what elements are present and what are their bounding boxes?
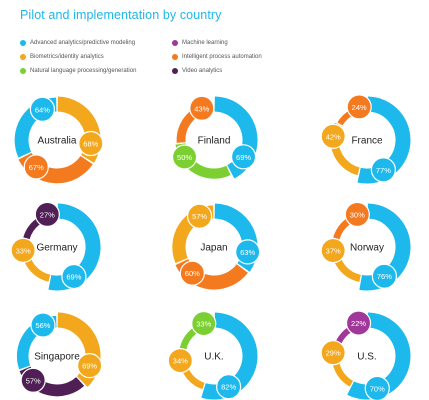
value-badge-biometrics	[186, 203, 213, 229]
value-label-advanced: 64%	[35, 105, 50, 114]
value-badge-advanced	[30, 312, 56, 338]
country-name: Finland	[198, 136, 231, 147]
value-label-biometrics: 42%	[326, 132, 341, 141]
legend-item-ml: Machine learning	[172, 40, 228, 46]
value-badge-ipa	[189, 95, 215, 121]
value-label-advanced: 76%	[377, 272, 392, 281]
value-badge-biometrics	[320, 123, 346, 149]
value-label-biometrics: 33%	[16, 246, 31, 255]
value-badge-advanced	[370, 157, 396, 183]
legend-item-ipa: Intelligent process automation	[172, 54, 262, 60]
legend-item-nlp: Natural language processing/generation	[20, 68, 136, 74]
country-name: Norway	[350, 243, 384, 254]
value-label-ipa: 60%	[185, 269, 200, 278]
country-name: Singapore	[34, 352, 80, 363]
value-label-advanced: 63%	[240, 248, 255, 257]
legend-label-nlp: Natural language processing/generation	[30, 68, 137, 74]
donut-norway: Norway 76% 37% 30%	[320, 201, 411, 291]
legend-swatch-video	[172, 68, 178, 74]
country-name: Japan	[200, 243, 227, 254]
legend-item-biometrics: Biometrics/identity analytics	[20, 54, 104, 60]
value-badge-advanced	[371, 263, 397, 289]
value-label-advanced: 70%	[370, 384, 385, 393]
legend-swatch-biometrics	[20, 54, 26, 60]
value-badge-video	[20, 367, 46, 393]
value-label-ipa: 30%	[350, 210, 365, 219]
value-badge-advanced	[364, 375, 390, 400]
value-badge-biometrics	[78, 130, 104, 157]
legend-label-ipa: Intelligent process automation	[182, 54, 262, 60]
legend-swatch-ipa	[172, 54, 178, 60]
value-label-advanced: 69%	[66, 273, 81, 282]
legend-label-video: Video analytics	[182, 68, 223, 74]
value-label-biometrics: 69%	[82, 362, 97, 371]
country-name: Germany	[36, 243, 77, 254]
donut-finland: Finland 69% 50% 43%	[171, 95, 258, 179]
value-badge-ipa	[179, 260, 205, 286]
value-badge-advanced	[29, 96, 55, 122]
donut-australia: Australia 68% 67% 64%	[14, 96, 104, 184]
value-badge-advanced	[61, 263, 87, 290]
donut-u-s: U.S. 70% 29% 22%	[320, 310, 411, 400]
chart-title: Pilot and implementation by country	[20, 8, 222, 22]
value-badge-video	[34, 201, 60, 228]
value-label-advanced: 56%	[35, 321, 50, 330]
country-name: U.S.	[357, 352, 376, 363]
value-badge-biometrics	[10, 237, 36, 263]
legend-label-biometrics: Biometrics/identity analytics	[30, 54, 104, 60]
value-badge-biometrics	[320, 340, 346, 366]
legend-item-video: Video analytics	[172, 68, 222, 74]
donut-japan: Japan 63% 60% 57%	[172, 203, 261, 290]
value-badge-biometrics	[320, 237, 346, 264]
value-badge-advanced	[216, 374, 242, 400]
value-label-ipa: 24%	[352, 103, 367, 112]
country-name: Australia	[38, 136, 77, 147]
value-label-advanced: 69%	[236, 153, 251, 162]
value-badge-ipa	[344, 201, 370, 228]
value-badge-ipa	[23, 154, 49, 180]
legend-swatch-advanced	[20, 40, 26, 46]
value-badge-ipa	[346, 94, 372, 120]
value-label-nlp: 50%	[177, 153, 192, 162]
value-label-video: 27%	[40, 210, 55, 219]
legend-swatch-ml	[172, 40, 178, 46]
value-label-nlp: 33%	[196, 320, 211, 329]
value-label-advanced: 82%	[221, 383, 236, 392]
value-label-biometrics: 57%	[192, 212, 207, 221]
value-label-biometrics: 34%	[173, 357, 188, 366]
legend-label-ml: Machine learning	[182, 40, 228, 46]
value-label-ipa: 67%	[29, 163, 44, 172]
legend-swatch-nlp	[20, 68, 26, 74]
country-name: U.K.	[204, 352, 223, 363]
donut-germany: Germany 69% 33% 27%	[10, 201, 101, 291]
value-label-biometrics: 29%	[326, 349, 341, 358]
value-label-ipa: 43%	[194, 104, 209, 113]
value-badge-advanced	[230, 144, 257, 170]
legend-item-advanced: Advanced analytics/predictive modeling	[20, 40, 135, 46]
value-badge-nlp	[171, 144, 198, 170]
country-name: France	[351, 136, 383, 147]
value-badge-biometrics	[77, 353, 103, 379]
value-label-advanced: 77%	[376, 166, 391, 175]
donut-u-k: U.K. 82% 34% 33%	[167, 310, 258, 400]
value-badge-biometrics	[167, 348, 193, 374]
value-badge-advanced	[235, 239, 261, 265]
value-label-biometrics: 68%	[83, 140, 98, 149]
value-badge-nlp	[191, 310, 217, 337]
value-label-video: 57%	[26, 376, 41, 385]
legend-label-advanced: Advanced analytics/predictive modeling	[30, 40, 136, 46]
value-label-biometrics: 37%	[326, 247, 341, 256]
value-badge-ml	[345, 310, 372, 336]
legend: Advanced analytics/predictive modeling Bi…	[0, 0, 429, 90]
value-label-ml: 22%	[351, 319, 366, 328]
donut-france: France 77% 42% 24%	[320, 94, 411, 184]
